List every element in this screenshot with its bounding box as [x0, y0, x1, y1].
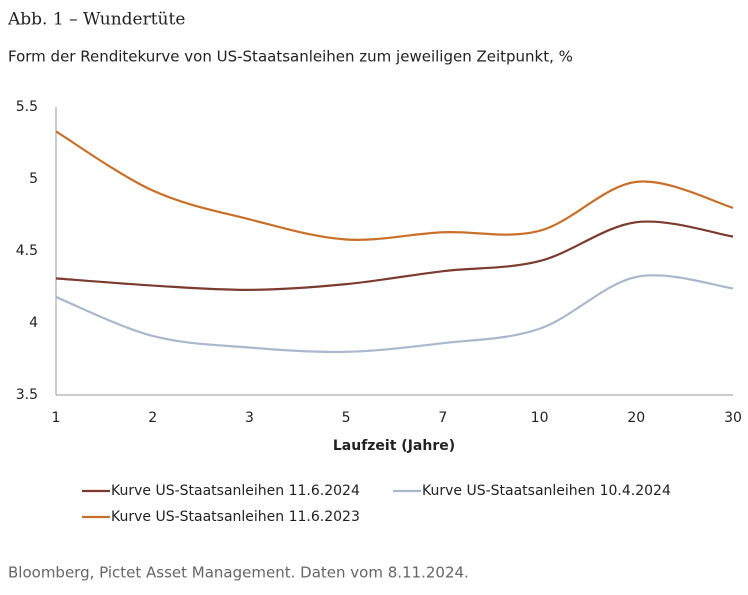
- legend-label: Kurve US-Staatsanleihen 11.6.2023: [111, 509, 360, 525]
- x-axis-label: Laufzeit (Jahre): [333, 438, 455, 454]
- x-tick-label: 30: [724, 410, 742, 426]
- y-tick-label: 5.5: [16, 99, 38, 115]
- x-tick-label: 1: [52, 410, 61, 426]
- x-tick-label: 10: [531, 410, 549, 426]
- line-series: [55, 130, 734, 241]
- y-tick-label: 4.5: [16, 243, 38, 259]
- y-tick-label: 4: [29, 315, 38, 331]
- x-tick-label: 20: [627, 410, 645, 426]
- legend-label: Kurve US-Staatsanleihen 10.4.2024: [422, 483, 671, 499]
- y-tick-label: 5: [29, 171, 38, 187]
- x-tick-label: 3: [245, 410, 254, 426]
- x-tick-label: 5: [342, 410, 351, 426]
- line-series: [55, 220, 734, 291]
- source-note: Bloomberg, Pictet Asset Management. Date…: [8, 564, 469, 582]
- chart-subtitle: Form der Renditekurve von US-Staatsanlei…: [8, 48, 573, 66]
- line-series: [55, 274, 734, 354]
- x-tick-label: 2: [148, 410, 157, 426]
- chart-title: Abb. 1 – Wundertüte: [7, 10, 185, 30]
- x-tick-label: 7: [438, 410, 447, 426]
- y-tick-label: 3.5: [16, 387, 38, 403]
- legend-label: Kurve US-Staatsanleihen 11.6.2024: [111, 483, 360, 499]
